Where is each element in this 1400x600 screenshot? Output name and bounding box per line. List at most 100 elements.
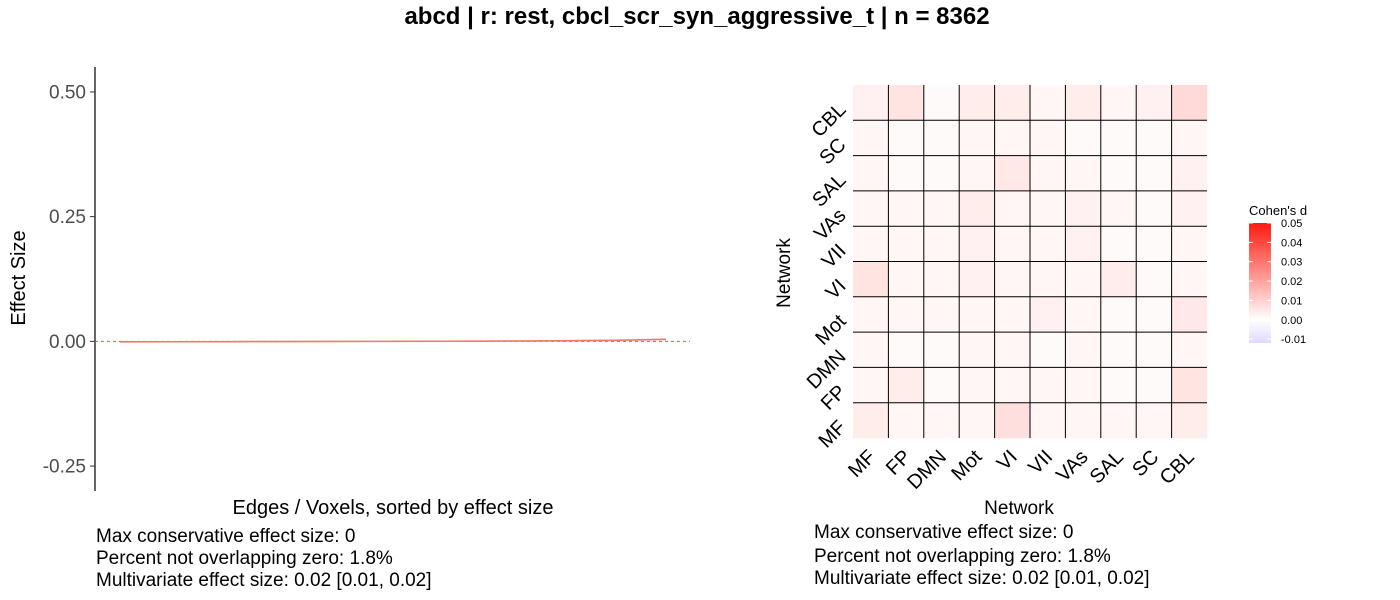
heatmap-cell [923,367,960,403]
heatmap-cell [959,367,995,403]
right-stat-percent-not-overlapping: Percent not overlapping zero: 1.8% [814,546,1111,567]
left-y-axis-label: Effect Size [8,230,30,325]
heatmap-y-tick-label: Mot [811,310,850,349]
left-x-axis-label: Edges / Voxels, sorted by effect size [233,497,554,519]
heatmap-cell [1065,190,1102,227]
heatmap-cell [994,367,1031,403]
heatmap-cell [1065,155,1102,192]
heatmap-cell [853,402,889,439]
heatmap-cell [1100,261,1137,298]
heatmap-cell [1136,190,1172,227]
heatmap-cell [959,261,995,298]
heatmap-x-axis-label: Network [984,498,1054,519]
heatmap-cell [1171,155,1208,192]
heatmap-y-tick-label: DMN [803,346,851,394]
legend-colorbar [1249,223,1271,343]
heatmap-cell [1171,226,1208,262]
heatmap-cell [994,296,1031,333]
heatmap-cell [1100,367,1137,403]
left-stat-max-conservative: Max conservative effect size: 0 [96,526,356,547]
legend-tick-label: -0.01 [1281,334,1306,346]
heatmap-x-tick-label: CBL [1156,446,1199,489]
heatmap-cell [1030,402,1066,439]
heatmap-cell [888,402,925,439]
heatmap-y-tick-label: VI [822,275,851,304]
heatmap-cell [1136,120,1172,156]
heatmap-cell [1171,190,1208,227]
heatmap-cell [1030,226,1066,262]
heatmap-cell [1136,332,1172,368]
heatmap-cell [959,332,995,368]
heatmap-cell [994,261,1031,298]
heatmap-y-axis-label: Network [774,238,795,308]
heatmap-cell [1171,332,1208,368]
legend-tick-label: 0.05 [1281,218,1302,230]
heatmap-cell [1136,296,1172,333]
left-y-tick-label: 0.50 [49,82,86,103]
heatmap-cell [959,155,995,192]
left-stat-percent-not-overlapping: Percent not overlapping zero: 1.8% [96,548,393,569]
heatmap-cell [853,85,889,121]
heatmap-x-tick-label: VAs [1052,446,1092,486]
heatmap-cell [853,296,889,333]
heatmap-x-tick-label: Mot [947,446,986,485]
legend-title: Cohen's d [1249,203,1307,218]
heatmap-cell [1171,120,1208,156]
legend-tick-label: 0.02 [1281,276,1302,288]
heatmap-cell [923,226,960,262]
heatmap-cell [888,120,925,156]
heatmap-cell [1065,296,1102,333]
legend-tick-label: 0.04 [1281,237,1302,249]
heatmap-cell [1065,226,1102,262]
heatmap-cell [923,402,960,439]
heatmap-cell [853,332,889,368]
heatmap-cell [1171,85,1208,121]
heatmap-cell [1100,296,1137,333]
left-y-tick-label: 0.00 [49,332,86,353]
left-effect-size-series [119,338,667,343]
heatmap-cell [1100,402,1137,439]
legend-tick-label: 0.03 [1281,257,1302,269]
heatmap-cell [888,332,925,368]
heatmap-cell [994,85,1031,121]
left-y-tick-label: 0.25 [49,207,86,228]
heatmap-cell [1065,367,1102,403]
right-stat-multivariate: Multivariate effect size: 0.02 [0.01, 0.… [814,568,1150,589]
heatmap-cell [1065,85,1102,121]
heatmap-cell [1030,120,1066,156]
heatmap-cell [959,120,995,156]
heatmap-cell [923,296,960,333]
heatmap-cell [923,332,960,368]
heatmap-cell [1030,296,1066,333]
heatmap-cell [923,85,960,121]
heatmap-cell [994,226,1031,262]
heatmap-cell [888,296,925,333]
heatmap-cell [1136,85,1172,121]
heatmap-cell [1030,367,1066,403]
heatmap-x-tick-label: VI [993,446,1022,475]
heatmap-cell [888,190,925,227]
heatmap-cell [1065,402,1102,439]
heatmap-cell [1030,332,1066,368]
heatmap-cell [1100,155,1137,192]
heatmap-cell [1171,296,1208,333]
heatmap-cell [853,226,889,262]
legend-tick-label: 0.01 [1281,295,1302,307]
heatmap-cell [1136,226,1172,262]
heatmap-cell [923,120,960,156]
left-stat-multivariate: Multivariate effect size: 0.02 [0.01, 0.… [96,570,432,591]
heatmap-cell [1030,155,1066,192]
heatmap-x-tick-label: VII [1024,446,1057,479]
heatmap-cell [1065,120,1102,156]
heatmap-cell [959,296,995,333]
heatmap-cell [959,85,995,121]
heatmap-cell [888,367,925,403]
heatmap-x-tick-label: MF [844,446,880,482]
heatmap-cell [888,261,925,298]
heatmap-cell [888,155,925,192]
heatmap-cell [994,332,1031,368]
heatmap-cell [1030,261,1066,298]
heatmap-cell [1136,155,1172,192]
heatmap-cell [1136,367,1172,403]
